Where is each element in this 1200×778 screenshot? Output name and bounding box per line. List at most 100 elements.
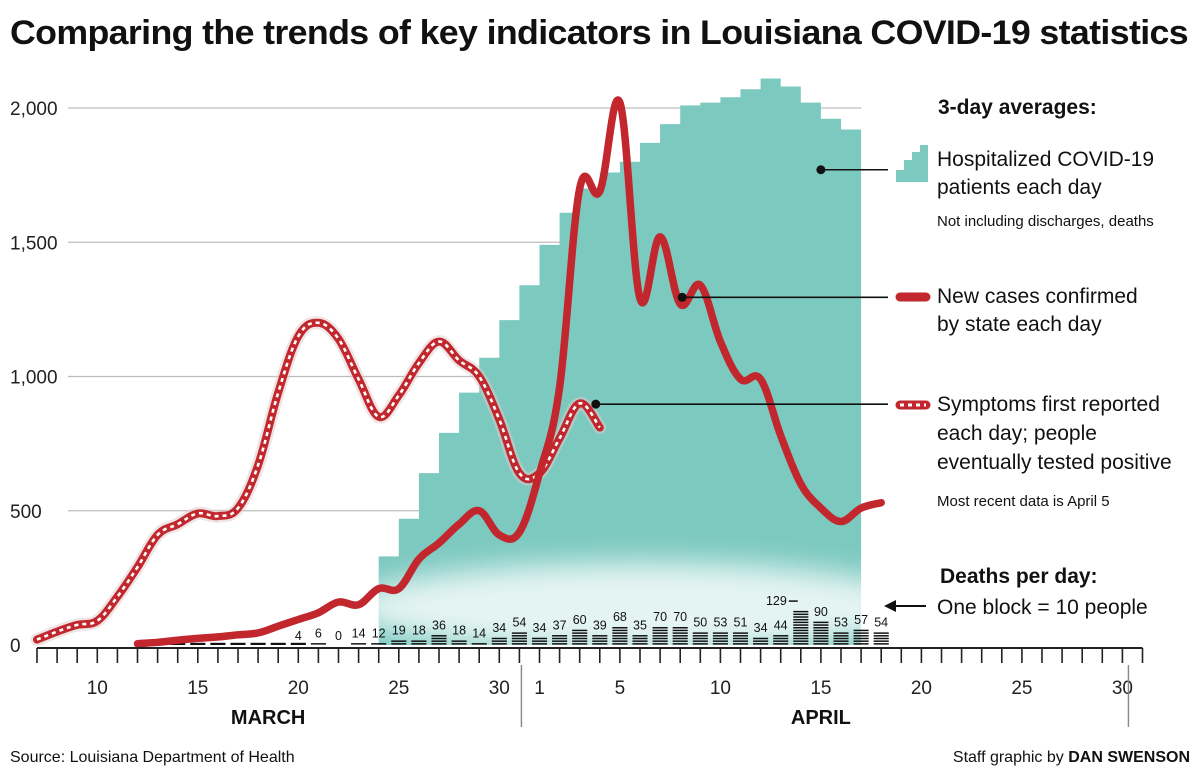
death-value-label: 90 xyxy=(814,605,828,619)
death-block xyxy=(813,621,829,624)
death-block xyxy=(431,643,447,645)
legend-heading: 3-day averages: xyxy=(938,96,1097,119)
death-value-label: 18 xyxy=(412,624,426,638)
x-tick-label: 10 xyxy=(87,678,108,699)
death-block xyxy=(451,643,467,645)
hospitalized-step-area xyxy=(378,78,862,646)
death-block xyxy=(712,635,728,637)
death-value-label: 54 xyxy=(874,616,888,630)
death-value-label: 34 xyxy=(754,621,768,635)
symptoms-line xyxy=(30,316,607,647)
death-block xyxy=(431,640,447,642)
death-block xyxy=(833,643,849,645)
death-block xyxy=(873,637,889,640)
death-block xyxy=(753,637,769,640)
x-tick-label: 25 xyxy=(1011,678,1032,699)
death-block xyxy=(672,629,688,632)
death-block xyxy=(773,637,789,640)
death-block xyxy=(813,629,829,632)
death-value-label: 14 xyxy=(472,626,486,640)
death-block xyxy=(833,635,849,637)
death-block xyxy=(692,637,708,640)
legend-hospital-note: Not including discharges, deaths xyxy=(937,213,1154,230)
death-value-label: 53 xyxy=(713,616,727,630)
death-block xyxy=(672,627,688,629)
death-block xyxy=(873,640,889,642)
death-block xyxy=(672,637,688,640)
death-block xyxy=(873,632,889,634)
death-block xyxy=(511,632,527,634)
credit-author: DAN SWENSON xyxy=(1068,749,1190,766)
death-block xyxy=(793,629,809,632)
legend-leader-dot xyxy=(816,165,826,175)
legend-cases-line-1: New cases confirmed xyxy=(937,285,1138,308)
death-block xyxy=(793,632,809,634)
death-block xyxy=(612,627,628,629)
month-label: MARCH xyxy=(231,707,305,729)
death-value-label: 44 xyxy=(774,618,788,632)
death-block xyxy=(471,643,487,645)
death-block xyxy=(612,640,628,642)
death-block xyxy=(793,618,809,621)
death-block xyxy=(652,635,668,637)
death-block xyxy=(813,632,829,634)
death-block xyxy=(793,613,809,616)
death-value-label: 53 xyxy=(834,616,848,630)
death-block xyxy=(853,643,869,645)
death-block xyxy=(451,640,467,642)
death-glow xyxy=(350,562,930,652)
death-block xyxy=(853,632,869,634)
death-block xyxy=(572,643,588,645)
death-block xyxy=(572,637,588,640)
legend-symptoms-line-1: Symptoms first reported xyxy=(937,393,1160,416)
death-block xyxy=(732,637,749,640)
death-block xyxy=(712,637,728,640)
death-block xyxy=(793,624,809,626)
death-block xyxy=(692,632,708,634)
death-block xyxy=(230,642,246,645)
death-value-label: 51 xyxy=(734,616,748,630)
death-block xyxy=(552,643,568,645)
legend-hospital-steps xyxy=(896,145,928,182)
death-block xyxy=(411,643,427,645)
death-block xyxy=(652,632,668,634)
x-tick-label: 30 xyxy=(489,678,510,699)
death-block xyxy=(873,635,889,637)
death-block xyxy=(833,632,849,634)
death-block xyxy=(813,627,829,629)
death-block xyxy=(793,610,809,613)
x-tick-label: 1 xyxy=(534,678,545,699)
death-block xyxy=(712,640,728,642)
death-block xyxy=(672,643,688,645)
death-block xyxy=(552,635,568,637)
death-block xyxy=(773,640,789,642)
death-value-label: 12 xyxy=(372,626,386,640)
death-value-label: 4 xyxy=(295,629,302,643)
death-block xyxy=(813,640,829,642)
death-block xyxy=(552,637,568,640)
death-block xyxy=(531,643,548,645)
death-block xyxy=(511,637,527,640)
death-block xyxy=(853,629,869,632)
x-tick-label: 15 xyxy=(810,678,831,699)
death-block xyxy=(270,642,286,645)
x-tick-label: 20 xyxy=(911,678,932,699)
new-cases-line xyxy=(133,96,885,648)
death-block xyxy=(853,635,869,637)
y-tick-label: 500 xyxy=(10,502,42,523)
death-value-label: 57 xyxy=(854,613,868,627)
death-block xyxy=(371,643,387,645)
death-block xyxy=(793,643,809,645)
death-block xyxy=(813,635,829,637)
y-tick-label: 1,500 xyxy=(10,233,58,254)
death-block xyxy=(692,640,708,642)
death-block xyxy=(853,640,869,642)
death-value-label: 129 xyxy=(766,594,787,608)
symptoms-line-dash xyxy=(36,321,601,641)
death-value-label: 68 xyxy=(613,610,627,624)
death-block xyxy=(753,640,769,642)
death-value-label: 35 xyxy=(633,618,647,632)
death-block xyxy=(592,637,608,640)
x-tick-label: 30 xyxy=(1112,678,1133,699)
